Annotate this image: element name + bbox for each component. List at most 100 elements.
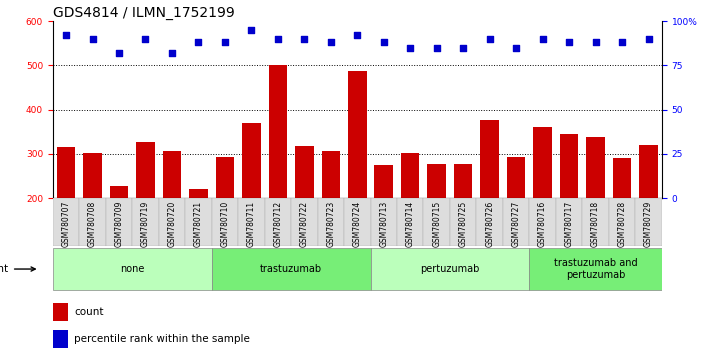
Text: GSM780708: GSM780708 [88, 201, 97, 247]
FancyBboxPatch shape [265, 198, 291, 246]
Text: GSM780707: GSM780707 [61, 201, 70, 247]
Text: GSM780710: GSM780710 [220, 201, 230, 247]
Text: GSM780713: GSM780713 [379, 201, 389, 247]
Text: GSM780709: GSM780709 [115, 201, 123, 247]
Bar [295, 147, 313, 198]
Point [166, 50, 177, 56]
Point [298, 36, 310, 42]
Bar [348, 71, 367, 198]
Bar [401, 153, 420, 198]
FancyBboxPatch shape [529, 198, 556, 246]
Bar [560, 134, 579, 198]
Bar [586, 137, 605, 198]
Bar [612, 159, 631, 198]
Text: GSM780726: GSM780726 [485, 201, 494, 247]
Bar [269, 65, 287, 198]
Point [510, 45, 522, 51]
Point [617, 40, 628, 45]
FancyBboxPatch shape [212, 198, 238, 246]
FancyBboxPatch shape [609, 198, 635, 246]
Bar [215, 157, 234, 198]
Bar [110, 186, 128, 198]
Text: trastuzumab: trastuzumab [260, 264, 322, 274]
Point [458, 45, 469, 51]
Point [246, 27, 257, 33]
Bar [163, 151, 181, 198]
FancyBboxPatch shape [80, 198, 106, 246]
FancyBboxPatch shape [212, 249, 370, 290]
Point [140, 36, 151, 42]
Point [431, 45, 442, 51]
Text: none: none [120, 264, 144, 274]
FancyBboxPatch shape [132, 198, 158, 246]
Bar [322, 151, 340, 198]
Bar [480, 120, 499, 198]
FancyBboxPatch shape [450, 198, 477, 246]
Text: GSM780721: GSM780721 [194, 201, 203, 247]
Point [113, 50, 125, 56]
Point [590, 40, 601, 45]
Bar [639, 145, 658, 198]
FancyBboxPatch shape [318, 198, 344, 246]
Point [378, 40, 389, 45]
FancyBboxPatch shape [106, 198, 132, 246]
Text: GSM780715: GSM780715 [432, 201, 441, 247]
FancyBboxPatch shape [477, 198, 503, 246]
Point [325, 40, 337, 45]
Bar [57, 147, 75, 198]
FancyBboxPatch shape [370, 198, 397, 246]
FancyBboxPatch shape [158, 198, 185, 246]
Bar [53, 303, 68, 321]
FancyBboxPatch shape [635, 198, 662, 246]
Text: GSM780712: GSM780712 [273, 201, 282, 247]
FancyBboxPatch shape [529, 249, 662, 290]
Bar [454, 164, 472, 198]
Bar [242, 123, 260, 198]
FancyBboxPatch shape [344, 198, 370, 246]
Text: GSM780717: GSM780717 [565, 201, 574, 247]
FancyBboxPatch shape [53, 249, 212, 290]
Bar [427, 164, 446, 198]
Text: GSM780718: GSM780718 [591, 201, 600, 247]
Point [643, 36, 654, 42]
Text: GSM780722: GSM780722 [300, 201, 309, 247]
FancyBboxPatch shape [503, 198, 529, 246]
FancyBboxPatch shape [556, 198, 582, 246]
Point [87, 36, 98, 42]
Text: GSM780724: GSM780724 [353, 201, 362, 247]
Text: pertuzumab: pertuzumab [420, 264, 479, 274]
Point [61, 33, 72, 38]
Text: GSM780727: GSM780727 [512, 201, 521, 247]
Point [405, 45, 416, 51]
Text: count: count [74, 307, 103, 317]
Bar [136, 142, 155, 198]
FancyBboxPatch shape [53, 198, 80, 246]
Text: GDS4814 / ILMN_1752199: GDS4814 / ILMN_1752199 [53, 6, 234, 20]
Bar [189, 189, 208, 198]
FancyBboxPatch shape [582, 198, 609, 246]
Bar [507, 157, 525, 198]
FancyBboxPatch shape [291, 198, 318, 246]
FancyBboxPatch shape [238, 198, 265, 246]
Text: GSM780729: GSM780729 [644, 201, 653, 247]
Point [193, 40, 204, 45]
Text: GSM780728: GSM780728 [617, 201, 627, 247]
Text: GSM780716: GSM780716 [538, 201, 547, 247]
Text: GSM780725: GSM780725 [459, 201, 467, 247]
Point [484, 36, 496, 42]
Text: GSM780711: GSM780711 [247, 201, 256, 247]
Bar [534, 127, 552, 198]
Point [272, 36, 284, 42]
Point [537, 36, 548, 42]
FancyBboxPatch shape [185, 198, 212, 246]
Point [563, 40, 574, 45]
Point [351, 33, 363, 38]
FancyBboxPatch shape [424, 198, 450, 246]
Text: percentile rank within the sample: percentile rank within the sample [74, 334, 250, 344]
Point [219, 40, 230, 45]
Text: GSM780720: GSM780720 [168, 201, 177, 247]
Bar [83, 153, 102, 198]
FancyBboxPatch shape [370, 249, 529, 290]
Text: GSM780723: GSM780723 [326, 201, 335, 247]
Text: GSM780719: GSM780719 [141, 201, 150, 247]
